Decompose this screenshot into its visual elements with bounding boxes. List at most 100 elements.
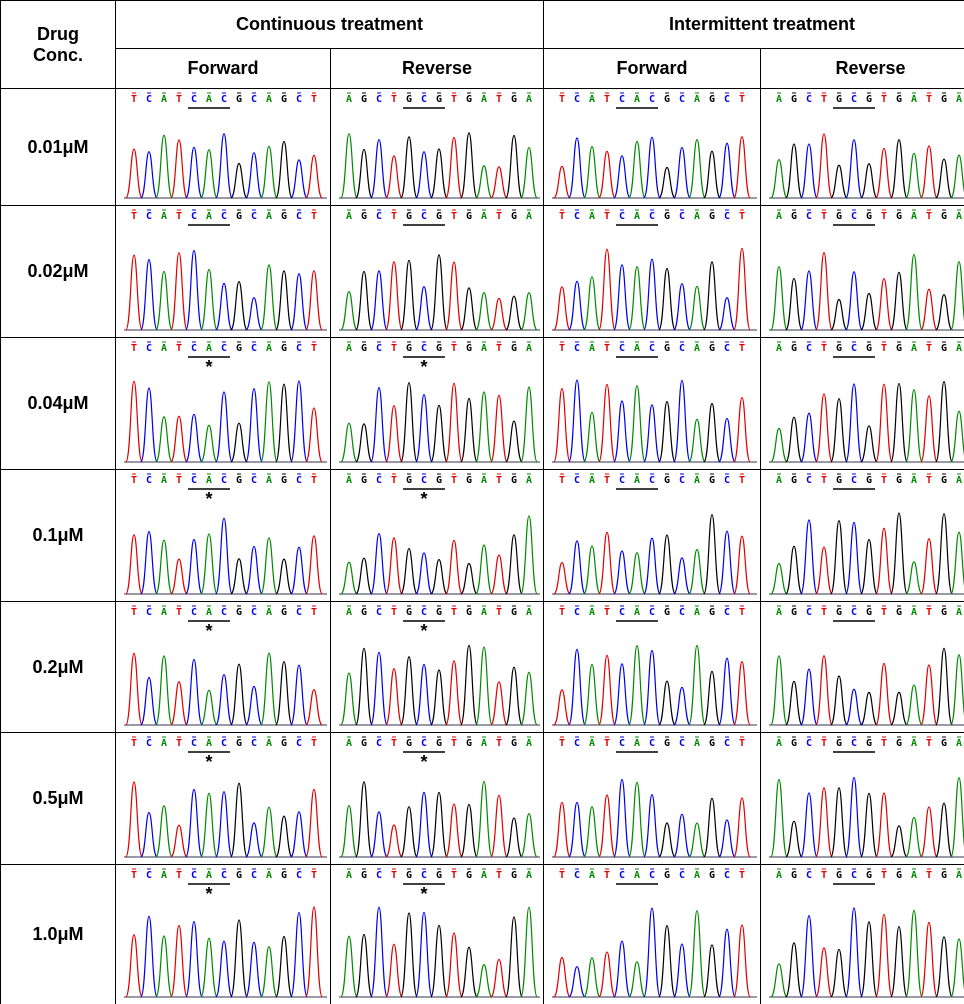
- peak: [704, 945, 721, 997]
- peak: [584, 147, 601, 198]
- peak: [614, 265, 631, 330]
- peak: [831, 300, 848, 330]
- peak: [201, 534, 218, 594]
- peak: [231, 664, 248, 725]
- peak: [719, 820, 736, 857]
- peak: [431, 925, 448, 997]
- peak: [719, 298, 736, 330]
- direction-header: Forward: [116, 49, 331, 89]
- peak: [951, 939, 964, 997]
- peak: [771, 267, 788, 330]
- peak: [126, 935, 143, 997]
- peak: [291, 160, 308, 198]
- peak: [644, 538, 661, 594]
- peak: [506, 421, 523, 462]
- peak: [584, 807, 601, 857]
- peak: [569, 541, 586, 594]
- peak: [461, 804, 478, 857]
- peak: [491, 682, 508, 725]
- peak: [861, 293, 878, 330]
- peak: [831, 399, 848, 462]
- peak: [614, 780, 631, 857]
- peak: [371, 907, 388, 997]
- peak: [356, 935, 373, 997]
- group-header-text: Continuous treatment: [236, 14, 423, 35]
- row-label-text: 0.5μM: [32, 788, 83, 809]
- peak: [461, 133, 478, 198]
- peak: [506, 296, 523, 330]
- peak: [704, 262, 721, 330]
- peak: [644, 137, 661, 198]
- peak: [201, 690, 218, 725]
- peak: [704, 798, 721, 857]
- peak: [921, 665, 938, 725]
- mutation-mark: *: [420, 621, 427, 641]
- peak: [876, 528, 893, 594]
- peak: [386, 156, 403, 198]
- peak: [689, 911, 706, 997]
- peak: [554, 802, 571, 857]
- peak: [461, 398, 478, 462]
- peak: [831, 949, 848, 997]
- peak: [936, 937, 953, 997]
- peak: [906, 685, 923, 725]
- peak: [644, 795, 661, 857]
- peak: [771, 160, 788, 198]
- mutation-mark: *: [420, 489, 427, 509]
- peak: [906, 390, 923, 462]
- peak: [816, 394, 833, 462]
- peak: [719, 418, 736, 462]
- peak: [876, 279, 893, 330]
- peak: [446, 383, 463, 462]
- peak: [876, 384, 893, 462]
- peak: [629, 141, 646, 198]
- peak: [276, 662, 293, 725]
- peak: [906, 817, 923, 857]
- peak: [446, 661, 463, 725]
- peak: [801, 144, 818, 198]
- peak: [861, 692, 878, 725]
- peak: [401, 657, 418, 725]
- peak: [306, 789, 323, 857]
- peak: [674, 147, 691, 198]
- peak: [431, 560, 448, 594]
- peak: [461, 288, 478, 330]
- peak: [476, 293, 493, 330]
- peak: [891, 927, 908, 997]
- peak: [831, 521, 848, 594]
- peak: [734, 137, 751, 198]
- group-header-text: Intermittent treatment: [669, 14, 855, 35]
- peak: [261, 653, 278, 725]
- peak: [846, 689, 863, 725]
- peak: [569, 967, 586, 997]
- peak: [261, 947, 278, 997]
- peak: [291, 547, 308, 594]
- peak: [719, 531, 736, 594]
- peak: [734, 798, 751, 857]
- peak: [614, 664, 631, 725]
- peak: [261, 538, 278, 594]
- row-label-text: 0.02μM: [27, 261, 88, 282]
- peak: [231, 783, 248, 857]
- peak: [674, 814, 691, 857]
- peak: [786, 821, 803, 857]
- peak: [141, 813, 158, 857]
- peak: [719, 929, 736, 997]
- row-label-text: 0.1μM: [32, 525, 83, 546]
- peak: [201, 150, 218, 198]
- peak: [951, 532, 964, 594]
- peak: [659, 402, 676, 462]
- peak: [186, 660, 203, 725]
- peak: [126, 149, 143, 198]
